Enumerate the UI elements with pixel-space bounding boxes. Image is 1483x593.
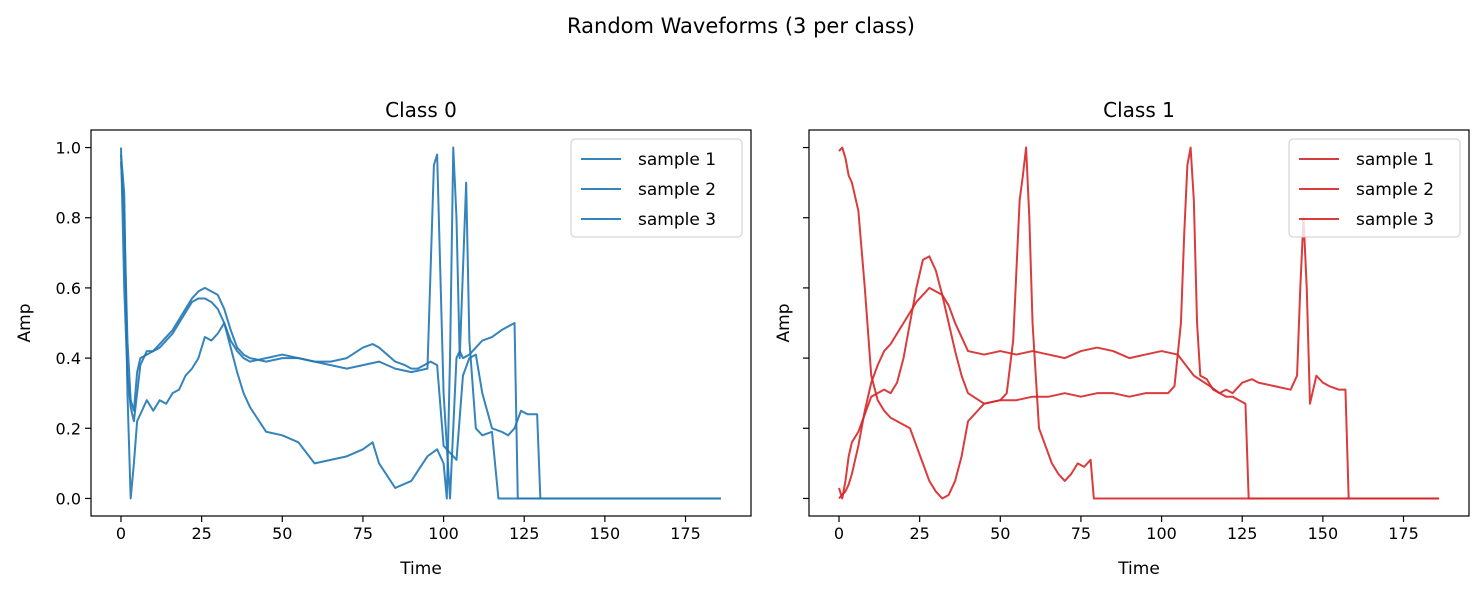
legend-box <box>1288 138 1461 238</box>
x-tick-label: 75 <box>353 524 373 543</box>
axes-frame <box>808 129 1470 517</box>
legend-box <box>570 138 743 238</box>
x-axis-label: Time <box>1117 559 1160 579</box>
y-tick-label: 0.6 <box>56 279 81 298</box>
x-tick-label: 0 <box>834 524 844 543</box>
x-tick-label: 125 <box>509 524 540 543</box>
y-axis-label: Amp <box>15 304 35 343</box>
series-group <box>838 146 1439 500</box>
legend-label: sample 3 <box>1356 210 1434 230</box>
x-tick-label: 100 <box>428 524 459 543</box>
y-tick-label: 1.0 <box>56 139 81 158</box>
panel-class-1: Class 1 Time Amp 0 25 50 75 100 125 150 175 samp… <box>774 98 1470 579</box>
legend: sample 1 sample 2 sample 3 <box>570 138 743 238</box>
y-tick-label: 0.2 <box>56 419 81 438</box>
x-tick-label: 175 <box>670 524 701 543</box>
series-line-sample-2 <box>120 146 721 500</box>
x-tick-label: 25 <box>909 524 929 543</box>
legend-label: sample 2 <box>1356 180 1434 200</box>
y-tick-label: 0.4 <box>56 349 81 368</box>
y-tick-label: 0.0 <box>56 489 81 508</box>
axes-frame <box>90 129 752 517</box>
x-tick-label: 100 <box>1146 524 1177 543</box>
panel-title: Class 1 <box>1103 98 1175 122</box>
panel-class-0: Class 0 Time Amp 0 25 50 75 100 125 150 175 0.0 0… <box>15 98 752 579</box>
y-axis-label: Amp <box>774 304 794 343</box>
x-tick-label: 50 <box>272 524 292 543</box>
legend-label: sample 1 <box>638 150 716 170</box>
y-tick-label: 0.8 <box>56 209 81 228</box>
legend-label: sample 2 <box>638 180 716 200</box>
x-tick-label: 75 <box>1071 524 1091 543</box>
x-tick-label: 150 <box>590 524 621 543</box>
x-tick-label: 50 <box>990 524 1010 543</box>
series-group <box>120 146 721 500</box>
panel-title: Class 0 <box>385 98 457 122</box>
x-tick-label: 0 <box>116 524 126 543</box>
x-tick-label: 175 <box>1388 524 1419 543</box>
series-line-sample-2 <box>838 146 1439 500</box>
legend: sample 1 sample 2 sample 3 <box>1288 138 1461 238</box>
legend-label: sample 1 <box>1356 150 1434 170</box>
x-tick-label: 125 <box>1227 524 1258 543</box>
x-axis-label: Time <box>399 559 442 579</box>
x-tick-label: 150 <box>1308 524 1339 543</box>
x-tick-label: 25 <box>191 524 211 543</box>
series-line-sample-3 <box>120 161 721 500</box>
legend-label: sample 3 <box>638 210 716 230</box>
figure-suptitle: Random Waveforms (3 per class) <box>567 14 915 38</box>
series-line-sample-3 <box>838 216 1439 500</box>
